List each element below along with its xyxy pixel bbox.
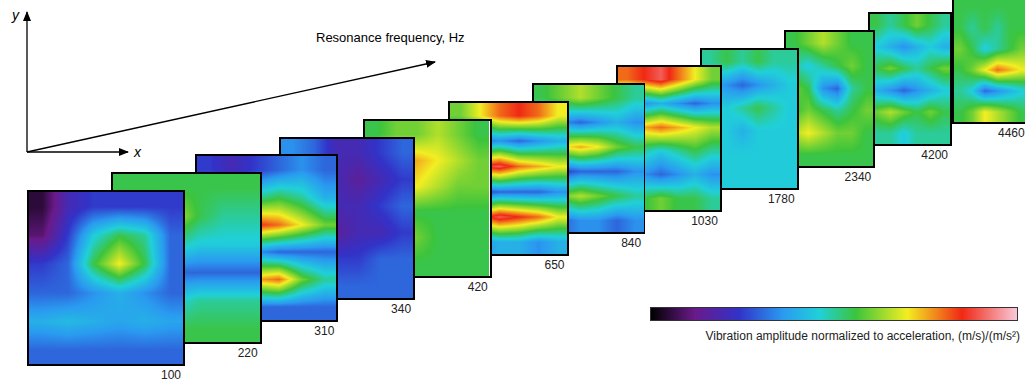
html-text:100: 100 [161, 368, 181, 382]
html-text:310: 310 [314, 324, 335, 338]
html-text:2340: 2340 [844, 170, 872, 184]
svg-text:x: x [133, 144, 142, 160]
html-text:4200: 4200 [921, 148, 948, 162]
html-text:1780: 1780 [767, 192, 795, 206]
html-text:4460: 4460 [998, 126, 1025, 140]
svg-text:Resonance frequency, Hz: Resonance frequency, Hz [316, 30, 465, 45]
html-text:650: 650 [544, 258, 565, 272]
html-text:340: 340 [391, 302, 412, 316]
html-text:220: 220 [237, 346, 258, 360]
html-text:840: 840 [621, 236, 642, 250]
html-text:1030: 1030 [691, 214, 718, 228]
html-text:Vibration amplitude normalized: Vibration amplitude normalized to accele… [705, 329, 1020, 343]
svg-text:y: y [11, 7, 20, 23]
html-text:420: 420 [467, 280, 488, 294]
